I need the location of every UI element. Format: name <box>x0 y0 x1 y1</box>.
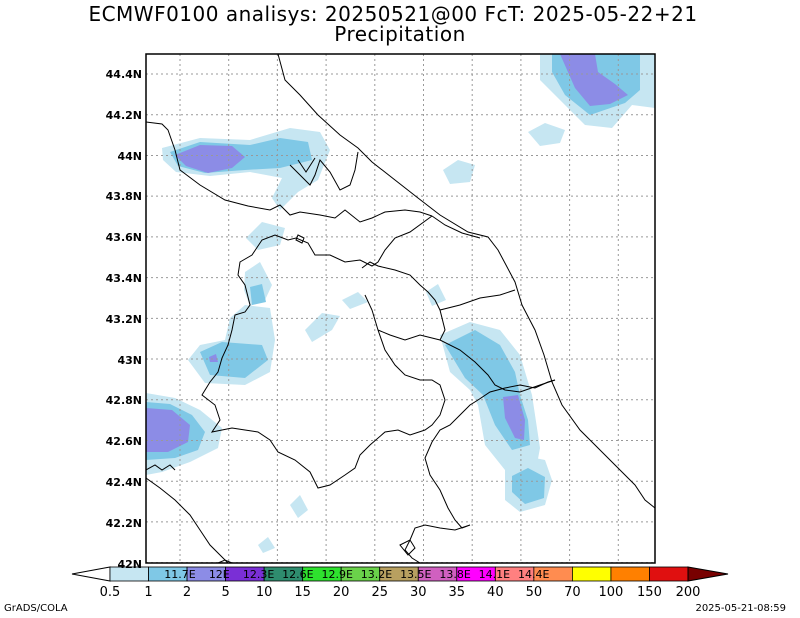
colorbar-label: 25 <box>371 585 388 600</box>
lat-label: 42.4N <box>105 476 142 489</box>
precipitation-shading <box>146 54 655 553</box>
colorbar-label: 40 <box>487 585 504 600</box>
colorbar-swatch <box>572 566 612 582</box>
lat-label: 43.8N <box>105 190 142 204</box>
region-border <box>146 121 433 223</box>
footer-right: 2025-05-21-08:59 <box>695 603 786 614</box>
lat-label: 42.2N <box>105 516 142 530</box>
lat-label: 43.4N <box>105 272 142 285</box>
boundaries <box>146 54 655 563</box>
province-border <box>361 261 516 311</box>
precip-area <box>528 123 565 146</box>
colorbar-label: 100 <box>598 585 624 600</box>
lat-label: 44N <box>117 149 142 163</box>
precip-area <box>246 222 285 250</box>
region-border <box>201 215 446 489</box>
map-subtitle: Precipitation <box>334 22 466 46</box>
precip-area <box>200 342 268 378</box>
precip-area <box>209 354 218 362</box>
lon-label: 13.5E <box>400 568 431 581</box>
lat-label: 43.2N <box>105 312 142 326</box>
footer-left: GrADS/COLA <box>4 603 68 614</box>
precip-area <box>146 408 190 452</box>
lon-label: 13.8E <box>439 568 470 581</box>
lat-label: 42.6N <box>105 435 142 449</box>
lon-label: 14.1E <box>479 568 510 581</box>
lon-label: 11.7E <box>164 568 195 581</box>
lon-label: 12.3E <box>243 568 274 581</box>
colorbar-label: 10 <box>255 585 273 600</box>
precip-area <box>512 468 545 504</box>
colorbar-label: 5 <box>221 585 230 600</box>
precip-area <box>443 160 475 184</box>
colorbar-label: 15 <box>294 585 311 600</box>
province-border <box>439 309 446 341</box>
coastline <box>277 54 655 509</box>
colorbar-label: 30 <box>409 585 427 600</box>
precip-area <box>426 284 446 306</box>
colorbar-label: 1 <box>144 585 153 600</box>
colorbar-label: 0.5 <box>99 585 121 600</box>
region-border <box>146 464 176 471</box>
region-border <box>404 399 479 563</box>
colorbar-label: 35 <box>448 585 466 600</box>
colorbar-label: 150 <box>637 585 662 600</box>
colorbar: 11.7E 12E 12.3E 12.6E 12.9E 13.2E 13.5E 13.8E 14… <box>71 566 729 582</box>
map-frame <box>145 53 656 564</box>
gridlines <box>146 54 655 564</box>
precip-area <box>258 537 275 553</box>
lon-label: 14.4E <box>518 568 549 581</box>
colorbar-label: 70 <box>564 585 581 600</box>
colorbar-label: 200 <box>675 585 701 600</box>
lat-label: 42.8N <box>105 394 142 408</box>
lat-label: 42N <box>117 557 142 571</box>
lat-label: 44.4N <box>105 68 142 81</box>
precip-area <box>503 395 525 440</box>
colorbar-label: 50 <box>525 585 543 600</box>
precip-area <box>290 495 308 518</box>
region-border <box>431 215 481 239</box>
colorbar-label: 20 <box>332 585 350 600</box>
precip-area <box>560 54 628 106</box>
lon-label: 13.2E <box>361 568 392 581</box>
lat-label: 43.6N <box>105 231 142 245</box>
lat-label: 44.2N <box>105 108 142 122</box>
map-title: ECMWF0100 analisys: 20250521@00 FcT: 202… <box>88 2 698 26</box>
colorbar-label: 2 <box>182 585 192 600</box>
precip-area <box>250 284 266 305</box>
colorbar-upper-arrow <box>687 566 729 582</box>
lon-label: 12.6E <box>282 568 313 581</box>
precip-area <box>342 292 368 309</box>
lon-label: 12.9E <box>321 568 352 581</box>
region-border <box>297 157 316 173</box>
region-border <box>477 379 556 401</box>
precip-area <box>175 145 245 173</box>
province-border <box>377 329 556 393</box>
colorbar-swatch <box>649 566 689 582</box>
region-border <box>217 559 233 563</box>
lat-label: 43N <box>117 353 142 367</box>
region-border <box>146 477 229 563</box>
region-border <box>399 539 416 556</box>
region-border <box>295 234 305 244</box>
region-border <box>289 151 359 191</box>
colorbar-swatch <box>610 566 650 582</box>
precip-area <box>305 313 340 342</box>
lon-label: 12E <box>209 568 230 581</box>
